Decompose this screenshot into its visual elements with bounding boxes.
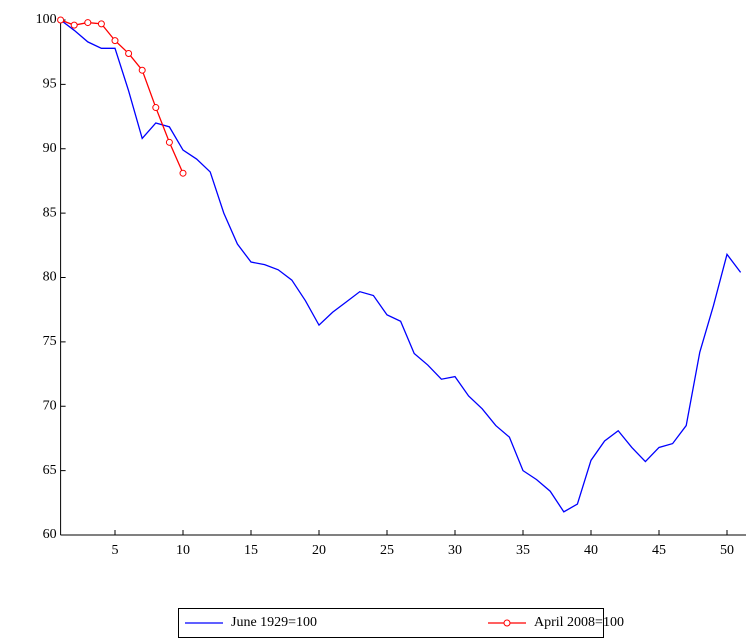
legend-label: April 2008=100 — [534, 615, 624, 630]
y-tick-label: 70 — [43, 398, 57, 413]
y-tick-label: 95 — [43, 77, 57, 92]
point — [111, 37, 119, 45]
point — [97, 20, 105, 28]
x-tick-label: 25 — [380, 543, 394, 558]
series-line — [60, 19, 184, 174]
x-tick-label: 5 — [112, 543, 119, 558]
x-tick-label: 50 — [720, 543, 734, 558]
x-tick-label: 20 — [312, 543, 326, 558]
x-tick-label: 10 — [176, 543, 190, 558]
y-tick-label: 75 — [43, 334, 57, 349]
legend-marker — [503, 619, 511, 627]
point — [179, 169, 187, 177]
point — [84, 19, 92, 27]
x-tick-label: 45 — [652, 543, 666, 558]
point — [70, 21, 78, 29]
x-tick-label: 30 — [448, 543, 462, 558]
point — [152, 104, 160, 112]
y-tick-label: 90 — [43, 141, 57, 156]
x-tick-label: 35 — [516, 543, 530, 558]
y-tick-label: 85 — [43, 205, 57, 220]
y-tick-label: 60 — [43, 527, 57, 542]
point — [138, 66, 146, 74]
series-line — [60, 19, 742, 513]
y-tick-label: 100 — [36, 12, 57, 27]
x-tick-label: 40 — [584, 543, 598, 558]
point — [57, 16, 65, 24]
y-tick-label: 80 — [43, 270, 57, 285]
y-tick-label: 65 — [43, 463, 57, 478]
legend-box — [178, 608, 604, 638]
legend-label: June 1929=100 — [231, 615, 317, 630]
point — [125, 49, 133, 57]
x-tick-label: 15 — [244, 543, 258, 558]
point — [165, 138, 173, 146]
